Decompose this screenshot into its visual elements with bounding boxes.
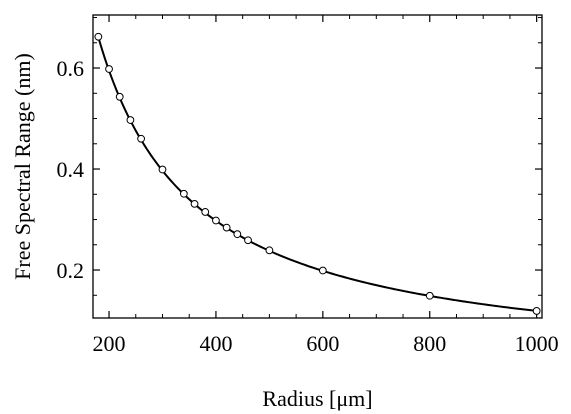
data-point (265, 246, 274, 255)
data-point (201, 208, 210, 216)
data-point (425, 291, 434, 300)
data-point (532, 307, 541, 315)
plot-frame (92, 14, 543, 319)
data-point (137, 134, 146, 143)
axis-ticks (93, 15, 542, 318)
data-point (222, 223, 231, 232)
x-tick-label: 1000 (515, 331, 559, 356)
data-point (318, 266, 327, 275)
x-axis-title: Radius [μm] (262, 386, 372, 411)
data-point (244, 236, 252, 245)
data-points (94, 32, 541, 315)
data-point (115, 92, 124, 101)
data-point (105, 65, 113, 73)
y-tick-label: 0.6 (57, 56, 85, 81)
data-point (179, 189, 188, 198)
x-tick-label: 800 (413, 331, 446, 356)
data-point (233, 230, 242, 239)
x-tick-label: 600 (306, 331, 339, 356)
data-point (190, 199, 199, 208)
x-tick-label: 200 (93, 331, 126, 356)
y-tick-label: 0.2 (57, 258, 85, 283)
data-point (212, 216, 220, 225)
data-point (158, 165, 167, 174)
tick-labels: 200 400 600 800 1000 0.2 0.4 0.6 (57, 56, 559, 356)
data-point (94, 32, 103, 41)
x-tick-label: 400 (199, 331, 232, 356)
fit-curve (97, 36, 537, 312)
data-point (126, 116, 135, 124)
y-axis-title: Free Spectral Range (nm) (10, 53, 35, 280)
y-tick-label: 0.4 (57, 157, 85, 182)
